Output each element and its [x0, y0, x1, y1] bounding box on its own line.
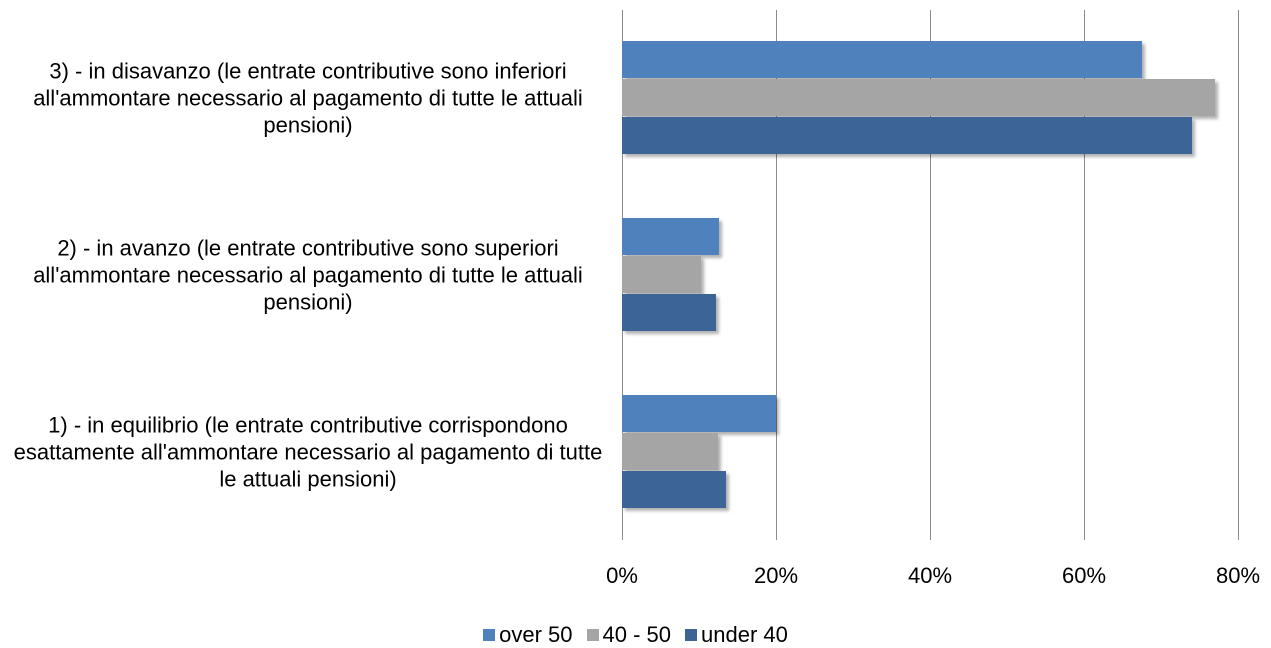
- grid-line: [1237, 10, 1239, 540]
- bar: [622, 394, 776, 432]
- bar: [622, 256, 702, 293]
- grid-line: [775, 10, 777, 540]
- bar: [622, 117, 1192, 155]
- legend-label: 40 - 50: [602, 622, 672, 647]
- legend-item: 40 - 50: [586, 622, 672, 648]
- legend-label: under 40: [701, 622, 788, 647]
- x-tick-label: 40%: [907, 563, 953, 588]
- bar: [622, 294, 716, 331]
- legend: over 50 40 - 50 under 40: [0, 622, 1271, 648]
- bar: [622, 470, 726, 508]
- category-label: 3) - in disavanzo (le entrate contributi…: [33, 58, 583, 138]
- legend-swatch: [685, 629, 698, 641]
- category-label: 1) - in equilibrio (le entrate contribut…: [13, 412, 603, 492]
- grid-line: [1083, 10, 1085, 540]
- legend-swatch: [586, 629, 599, 641]
- category-label: 2) - in avanzo (le entrate contributive …: [33, 235, 583, 315]
- legend-item: under 40: [685, 622, 788, 648]
- x-tick-label: 80%: [1215, 563, 1261, 588]
- x-tick-label: 0%: [606, 563, 638, 588]
- legend-label: over 50: [499, 622, 573, 647]
- legend-swatch: [483, 629, 496, 641]
- legend-item: over 50: [483, 622, 573, 648]
- x-tick-label: 20%: [753, 563, 799, 588]
- grid-line: [929, 10, 931, 540]
- bar: [622, 432, 719, 470]
- bar: [622, 79, 1215, 117]
- x-tick-label: 60%: [1061, 563, 1107, 588]
- bar: [622, 41, 1142, 79]
- bar: [622, 218, 720, 255]
